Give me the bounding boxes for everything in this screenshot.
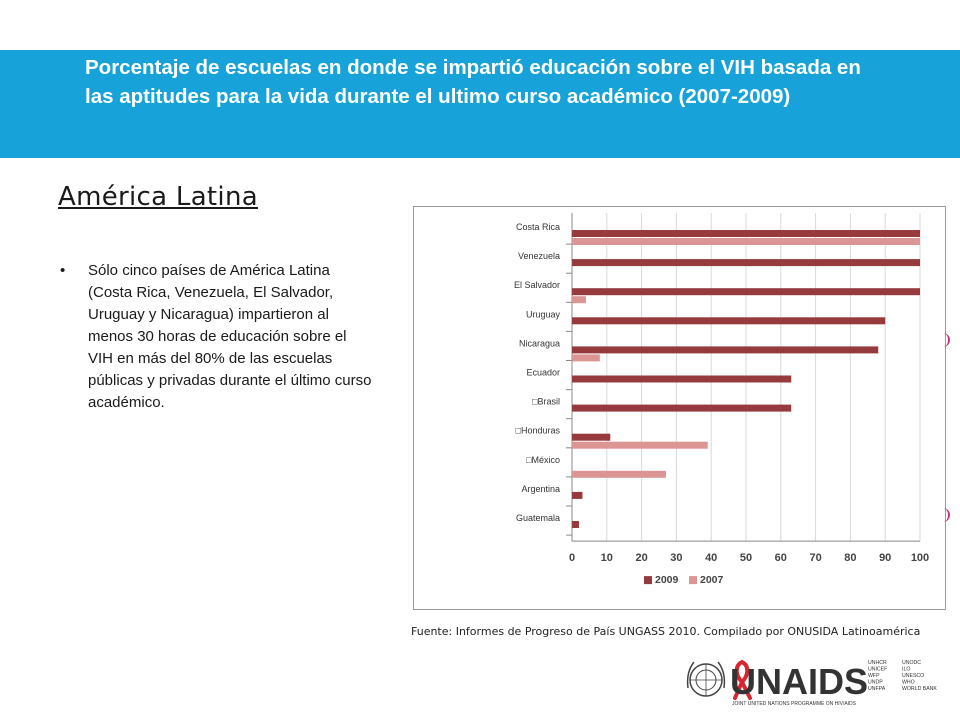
x-tick-label: 70 <box>809 552 821 564</box>
red-ribbon-icon <box>733 659 752 700</box>
category-label: Venezuela <box>518 251 560 261</box>
decorative-mark <box>942 333 950 347</box>
cosponsor-label: WFP <box>868 673 880 679</box>
x-tick-label: 80 <box>844 552 856 564</box>
bar-2009-honduras <box>572 433 611 441</box>
bar-2007-costarica <box>572 238 920 245</box>
bar-2009-nicaragua <box>572 346 879 354</box>
bar-2007-elsalvador <box>572 296 586 304</box>
section-title: América Latina <box>58 182 258 212</box>
logo-wordmark: UNAIDS <box>730 661 868 702</box>
slide-title: Porcentaje de escuelas en donde se impar… <box>85 56 861 108</box>
bar-2007-nicaragua <box>572 354 600 362</box>
x-tick-label: 50 <box>740 552 752 564</box>
x-tick-label: 20 <box>635 552 647 564</box>
cosponsor-label: WORLD BANK <box>902 686 937 692</box>
category-label: Guatemala <box>516 513 560 523</box>
cosponsor-label: UNHCR <box>868 660 887 666</box>
cosponsor-label: UNDP <box>868 680 883 686</box>
bar-chart: 0 10 20 30 40 50 60 70 80 90 100 Costa Rica Venezuel… <box>413 206 946 610</box>
cosponsor-label: UNICEF <box>868 667 887 673</box>
cosponsor-label: UNFPA <box>868 686 886 692</box>
legend-label: 2009 <box>655 574 679 586</box>
x-tick-label: 10 <box>601 552 613 564</box>
bar-2009-costarica <box>572 230 920 237</box>
cosponsor-label: UNESCO <box>902 673 924 679</box>
x-tick-label: 0 <box>569 552 575 564</box>
bar-2009-elsalvador <box>572 288 920 296</box>
bullet-list: • Sólo cinco países de América Latina (C… <box>60 260 375 414</box>
category-label: □México <box>526 455 560 465</box>
legend-swatch <box>644 576 652 585</box>
legend-label: 2007 <box>700 574 724 586</box>
category-label: Costa Rica <box>516 222 560 232</box>
category-label: □Brasil <box>532 397 560 407</box>
category-label: Nicaragua <box>519 338 560 348</box>
un-emblem-icon <box>686 661 726 697</box>
bar-2009-guatemala <box>572 521 579 528</box>
x-tick-label: 100 <box>911 552 929 564</box>
category-label: □Honduras <box>516 426 561 436</box>
x-tick-label: 60 <box>775 552 787 564</box>
bullet-marker: • <box>60 262 66 279</box>
cosponsor-label: ILO <box>902 667 910 673</box>
chart-svg: 0 10 20 30 40 50 60 70 80 90 100 Costa Rica Venezuel… <box>514 213 929 586</box>
bar-2007-honduras <box>572 441 708 449</box>
category-label: El Salvador <box>514 280 560 290</box>
legend-swatch <box>689 576 697 585</box>
cosponsor-label: UNODC <box>902 660 921 666</box>
header-banner <box>0 50 960 158</box>
bar-2009-argentina <box>572 491 583 499</box>
x-tick-label: 40 <box>705 552 717 564</box>
bar-2009-uruguay <box>572 317 886 325</box>
decorative-mark <box>942 508 950 522</box>
category-label: Ecuador <box>526 368 560 378</box>
source-note: Fuente: Informes de Progreso de País UNG… <box>411 625 921 638</box>
bullet-item: • Sólo cinco países de América Latina (C… <box>60 260 375 414</box>
logo-subtitle: JOINT UNITED NATIONS PROGRAMME ON HIV/AI… <box>732 701 857 707</box>
bar-2009-brasil <box>572 404 792 412</box>
bullet-text: Sólo cinco países de América Latina (Cos… <box>88 262 372 411</box>
bar-2009-venezuela <box>572 259 920 267</box>
cosponsor-label: WHO <box>902 680 915 686</box>
unaids-logo: UNAIDS JOINT UNITED NATIONS PROGRAMME ON… <box>686 659 937 707</box>
x-tick-label: 30 <box>670 552 682 564</box>
bar-2009-ecuador <box>572 375 792 383</box>
x-tick-label: 90 <box>879 552 891 564</box>
category-label: Argentina <box>521 484 560 494</box>
bar-2007-méxico <box>572 470 666 478</box>
category-label: Uruguay <box>526 309 561 319</box>
